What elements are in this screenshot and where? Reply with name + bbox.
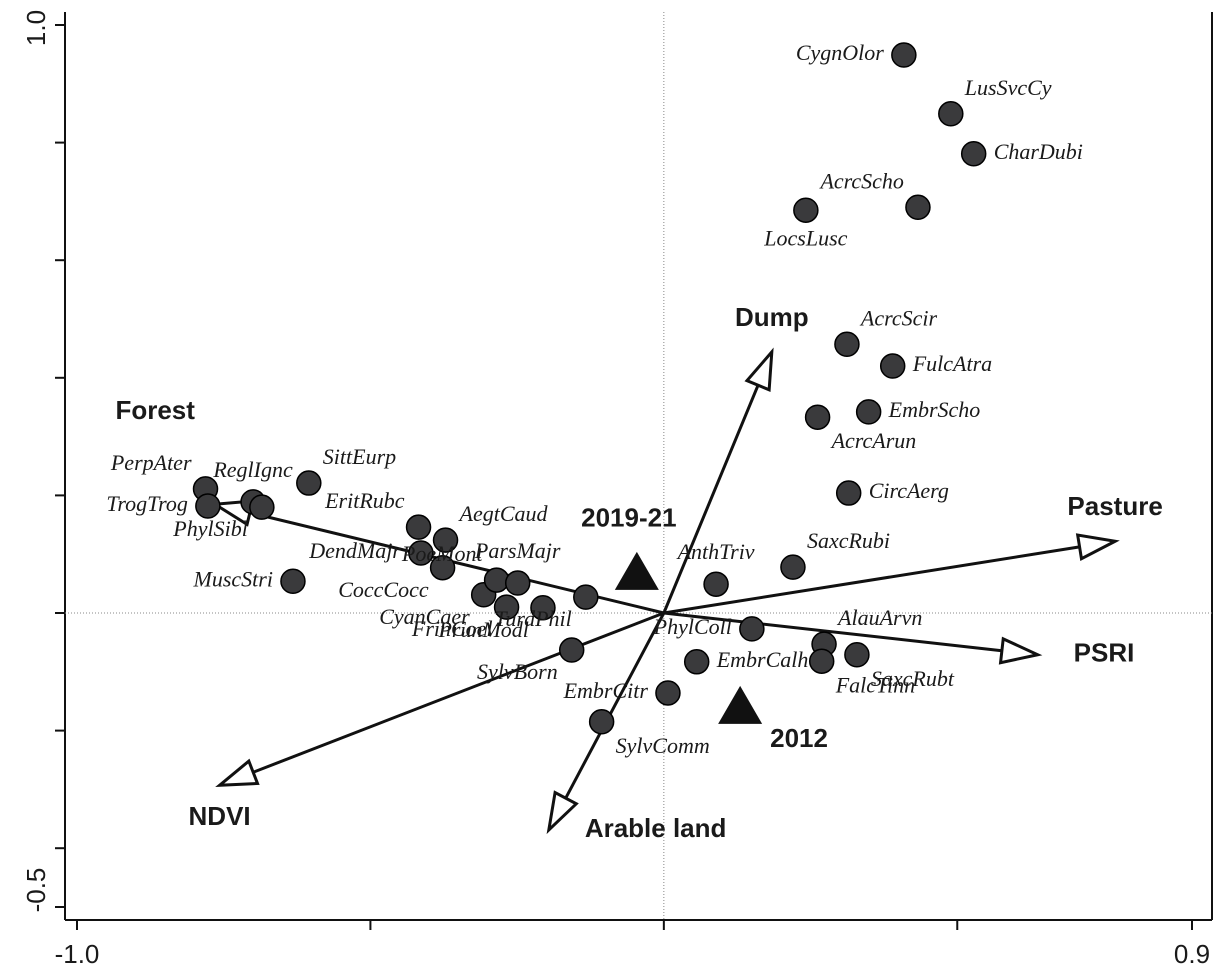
species-point [891, 42, 917, 68]
species-label: SylvComm [616, 733, 710, 758]
species-point [834, 331, 860, 358]
species-point [405, 514, 432, 540]
species-label: FrinCoel [411, 616, 493, 641]
species-label: AegtCaud [458, 501, 549, 526]
species-label: CygnOlor [796, 40, 884, 65]
y-tick-label: -0.5 [21, 868, 51, 913]
arrow-head [998, 636, 1043, 665]
arrow-shaft [663, 611, 1003, 653]
variable-label: NDVI [189, 801, 251, 831]
y-tick-label: 1.0 [21, 10, 51, 46]
species-label: DendMajr [308, 538, 401, 563]
species-label: PhylSibl [172, 516, 248, 541]
species-point [808, 648, 835, 674]
species-label: SittEurp [323, 444, 396, 469]
species-point [739, 616, 765, 642]
species-label: AlauArvn [836, 605, 922, 630]
species-point [703, 571, 729, 597]
species-point [195, 493, 221, 519]
species-label: LocsLusc [763, 225, 847, 250]
species-label: ParsMajr [474, 538, 561, 563]
species-label: EmbrCitr [563, 678, 649, 703]
variable-label: Dump [735, 302, 809, 332]
species-point [493, 594, 520, 620]
species-point [804, 404, 831, 430]
x-tick-label: -1.0 [55, 939, 100, 969]
species-point [855, 399, 882, 425]
species-point [280, 568, 306, 594]
species-label: EmbrScho [888, 397, 981, 422]
period-label: 2012 [770, 723, 828, 753]
species-label: FulcAtra [912, 351, 992, 376]
arrow-head [1075, 533, 1120, 562]
variable-label: Forest [115, 395, 195, 425]
species-point [793, 197, 819, 223]
period-label: 2019-21 [581, 503, 676, 533]
species-point [905, 194, 931, 221]
arrow-shaft [252, 611, 665, 774]
species-point [429, 554, 456, 581]
species-label: TurdPhil [494, 606, 571, 631]
variable-label: Pasture [1067, 491, 1162, 521]
species-label: CircAerg [869, 478, 949, 503]
variable-label: Arable land [585, 813, 727, 843]
species-label: FalcTinn [835, 672, 915, 697]
species-label: SaxcRubi [807, 528, 890, 553]
species-label: SylvBorn [477, 659, 558, 684]
species-label: PrunModl [437, 617, 528, 642]
species-label: PerpAter [110, 450, 192, 475]
species-label: TrogTrog [106, 491, 188, 516]
arrow-head [744, 347, 774, 392]
species-point [844, 641, 870, 668]
species-point [483, 567, 510, 593]
species-point [408, 540, 434, 566]
species-label: PhylColl [653, 614, 732, 639]
period-marker [614, 551, 659, 590]
species-point [432, 527, 459, 553]
species-point [879, 353, 906, 379]
species-label: EmbrCalh [716, 647, 809, 672]
species-point [655, 680, 681, 706]
species-point [938, 101, 964, 127]
variable-label: PSRI [1074, 638, 1135, 668]
arrow-shaft [663, 545, 1080, 615]
species-point [558, 637, 585, 663]
species-label: ReglIgnc [212, 457, 293, 482]
species-label: AcrcScir [859, 305, 938, 330]
species-label: CyanCaer [379, 604, 470, 629]
species-point [780, 554, 806, 580]
arrow-shaft [662, 384, 760, 614]
species-label: AcrcScho [818, 168, 903, 193]
period-marker [718, 685, 763, 724]
species-point [249, 494, 275, 520]
species-point [573, 584, 599, 610]
species-label: AcrcArun [830, 428, 917, 453]
species-label: SaxcRubt [871, 666, 955, 691]
species-point [588, 709, 615, 735]
species-point [835, 480, 862, 506]
species-label: CoccCocc [338, 577, 429, 602]
species-point [296, 470, 322, 496]
species-label: LusSvcCy [964, 75, 1052, 100]
arrow-shaft [564, 612, 666, 799]
species-point [530, 594, 556, 621]
x-tick-label: 0.9 [1174, 939, 1210, 969]
species-label: CharDubi [994, 139, 1083, 164]
species-label: AnthTriv [676, 539, 755, 564]
species-label: PoeMont [401, 541, 484, 566]
species-point [960, 141, 987, 167]
species-label: MuscStri [193, 566, 273, 591]
species-label: EritRubc [324, 488, 405, 513]
arrow-head [215, 758, 260, 787]
species-point [504, 570, 531, 596]
species-point [683, 649, 710, 675]
arrow-head [546, 790, 579, 835]
